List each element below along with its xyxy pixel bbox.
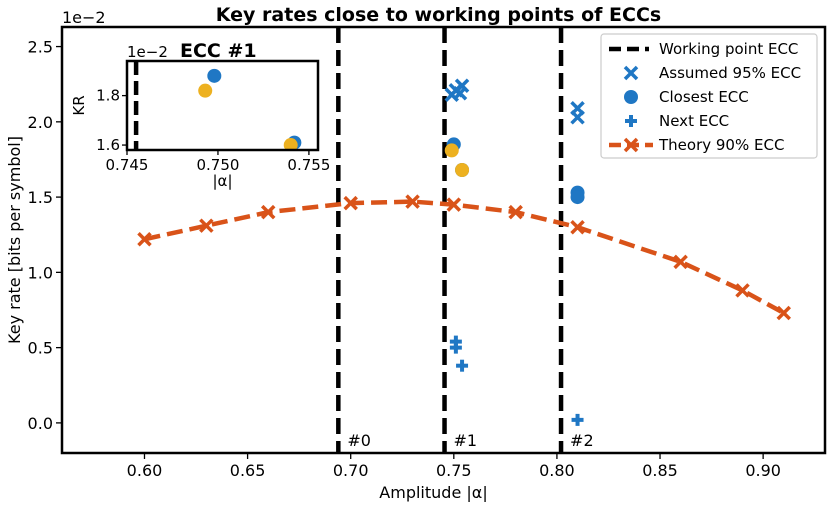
theory-marker [508, 204, 523, 220]
legend-label: Theory 90% ECC [658, 136, 784, 154]
plot-area: #0 #1 #2 [137, 27, 791, 453]
x-tick-label: 0.65 [230, 461, 266, 480]
theory-marker [570, 219, 585, 235]
inset-x-axis-label: |α| [213, 172, 233, 190]
inset-frame [125, 59, 320, 152]
assumed-marker [454, 78, 470, 93]
legend-frame [600, 33, 818, 159]
chart-title: Key rates close to working points of ECC… [216, 4, 661, 26]
x-tick-label: 0.75 [436, 461, 472, 480]
x-axis-label: Amplitude |α| [379, 483, 487, 502]
theory-marker-stroke-b [673, 254, 688, 270]
inset-chart: 0.745 0.750 0.755 1.6 1.8 1e−2 ECC #1 |α| KR [70, 40, 330, 190]
closest-marker [570, 190, 585, 205]
inset-title: ECC #1 [180, 40, 257, 62]
y-tick-label: 2.5 [28, 38, 53, 57]
legend-handle-theory-marker-stroke-b [623, 137, 639, 153]
theory-marker [776, 305, 791, 321]
theory-line [144, 199, 785, 315]
inset-y-offset-label: 1e−2 [127, 43, 168, 61]
plot-frame [60, 25, 827, 455]
next-marker [571, 413, 584, 426]
inset-closest-marker [207, 68, 222, 83]
y-axis-label: Key rate [bits per symbol] [5, 136, 24, 344]
theory-marker [405, 194, 420, 209]
theory-marker [137, 232, 152, 247]
theory-marker-stroke-b [405, 194, 420, 209]
y-offset-label: 1e−2 [62, 8, 106, 27]
closest-highlight-marker [455, 163, 470, 178]
legend-handle-assumed-stroke-b [623, 65, 639, 81]
theory-marker-stroke-b [570, 219, 585, 235]
y-tick-label: 1.0 [28, 263, 53, 282]
working-point-label-2: #2 [570, 431, 594, 450]
theory-marker [735, 283, 750, 298]
y-tick-label: 0.0 [28, 414, 53, 433]
next-marker [449, 341, 462, 354]
legend-handle-theory-marker [623, 137, 639, 153]
theory-marker [673, 254, 688, 270]
x-tick-label: 0.60 [127, 461, 163, 480]
inset-y-tick-label: 1.6 [96, 136, 120, 154]
legend-label: Next ECC [659, 112, 729, 130]
inset-closest-highlight-marker [198, 83, 213, 98]
legend-handle-assumed [623, 65, 639, 81]
theory-marker [199, 218, 214, 233]
x-tick-label: 0.70 [333, 461, 369, 480]
theory-marker-stroke-b [260, 204, 276, 220]
theory-marker-stroke-b [446, 197, 462, 212]
theory-marker-stroke-b [137, 232, 152, 247]
legend: Working point ECC Assumed 95% ECC Closest … [600, 33, 818, 159]
x-tick-label: 0.85 [642, 461, 678, 480]
y-tick-label: 1.5 [28, 188, 53, 207]
inset-x-tick-label: 0.750 [196, 156, 239, 174]
assumed-marker-stroke-b [570, 110, 585, 125]
inset-background [127, 61, 318, 150]
x-tick-label: 0.80 [539, 461, 575, 480]
legend-label: Closest ECC [659, 88, 749, 106]
inset-plot-area [133, 61, 302, 150]
closest-highlight-marker [444, 143, 459, 158]
y-tick-label: 2.0 [28, 113, 53, 132]
working-point-label-1: #1 [454, 431, 478, 450]
inset-closest-highlight-marker [283, 138, 298, 150]
theory-marker [446, 197, 462, 212]
inset-x-tick-label: 0.745 [106, 156, 149, 174]
theory-marker-stroke-b [735, 283, 750, 298]
legend-handle-next [625, 115, 637, 127]
theory-marker [343, 195, 358, 211]
theory-marker-stroke-b [199, 218, 214, 233]
inset-y-axis-label: KR [70, 95, 88, 115]
legend-label: Working point ECC [659, 40, 798, 58]
assumed-marker [570, 110, 585, 125]
assumed-marker-stroke-b [454, 78, 470, 93]
theory-marker-stroke-b [343, 195, 358, 211]
inset-y-tick-label: 1.8 [96, 87, 120, 105]
inset-x-tick-label: 0.755 [287, 156, 330, 174]
next-marker [456, 359, 469, 372]
x-tick-label: 0.90 [745, 461, 781, 480]
legend-handle-closest [624, 90, 638, 104]
legend-label: Assumed 95% ECC [659, 64, 801, 82]
theory-marker [260, 204, 276, 220]
working-point-label-0: #0 [347, 431, 371, 450]
y-tick-label: 0.5 [28, 339, 53, 358]
theory-marker-stroke-b [508, 204, 523, 220]
theory-marker-stroke-b [776, 305, 791, 321]
